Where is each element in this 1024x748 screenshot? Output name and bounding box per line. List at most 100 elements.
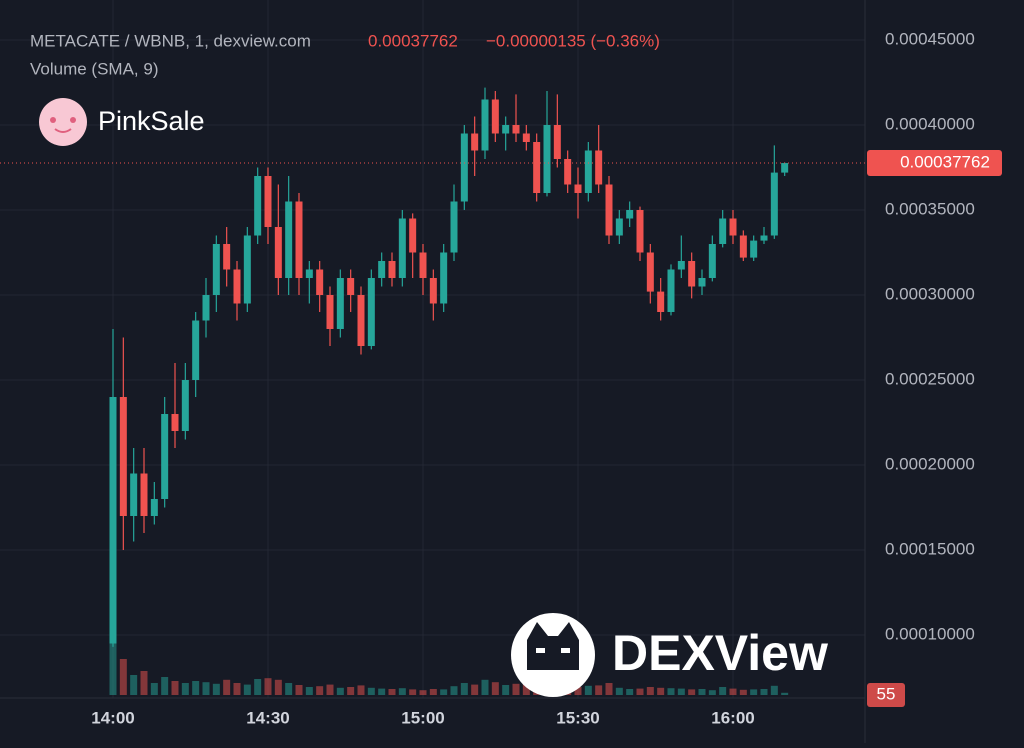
candle-body: [739, 235, 747, 258]
pinksale-logo: PinkSale: [39, 98, 205, 146]
volume-bar: [595, 685, 603, 695]
candle-body: [285, 201, 293, 278]
volume-bar: [584, 685, 592, 695]
volume-bar: [491, 682, 499, 695]
axes: 0.00010000 0.00015000 0.00020000 0.00025000…: [0, 29, 1002, 727]
candle-body: [233, 269, 241, 304]
y-tick-label: 0.00015000: [885, 539, 975, 558]
last-price-badge: [867, 150, 1002, 177]
volume-bar: [254, 679, 262, 695]
volume-bar: [657, 687, 665, 695]
y-tick-label: 0.00010000: [885, 624, 975, 643]
volume-bar: [161, 677, 169, 695]
volume-bar: [233, 683, 241, 695]
volume-bar: [274, 679, 282, 695]
candle-body: [688, 261, 696, 287]
volume-bar: [119, 659, 127, 695]
y-tick-label: 0.00025000: [885, 369, 975, 388]
candle-body: [223, 244, 231, 270]
x-tick-label: 14:30: [246, 708, 289, 727]
candle-body: [574, 184, 582, 193]
candle-body: [533, 142, 541, 193]
volume-bar: [181, 683, 189, 695]
volume-pane: [109, 639, 789, 695]
volume-bar: [295, 685, 303, 695]
price: 0.00037762: [368, 31, 458, 50]
candle-body: [512, 125, 520, 134]
candle-body: [543, 125, 551, 193]
candle-body: [646, 252, 654, 292]
candle-body: [140, 473, 148, 516]
volume-bar: [512, 683, 520, 695]
volume-bar: [326, 684, 334, 695]
last-price-label: 0.00037762: [900, 153, 990, 172]
candle-body: [677, 261, 685, 270]
candle-body: [460, 133, 468, 202]
study: Volume (SMA, 9): [30, 59, 159, 78]
volume-bar: [770, 685, 778, 695]
volume-bar: [150, 683, 158, 695]
volume-bar: [357, 685, 365, 695]
candle-body: [295, 201, 303, 278]
volume-bar: [708, 690, 716, 695]
volume-bar: [450, 686, 458, 695]
volume-bar: [192, 681, 200, 695]
candle-body: [192, 320, 200, 380]
candle-body: [481, 99, 489, 151]
candle-body: [316, 269, 324, 295]
candle-body: [522, 133, 530, 142]
candle-body: [502, 125, 510, 134]
volume-bar: [646, 687, 654, 695]
y-tick-label: 0.00040000: [885, 114, 975, 133]
candle-body: [336, 278, 344, 329]
candle-body: [202, 295, 210, 321]
candle-body: [388, 261, 396, 278]
candle-body: [119, 397, 127, 516]
symbol: METACATE / WBNB, 1, dexview.com: [30, 31, 311, 50]
volume-bar: [388, 689, 396, 695]
volume-bar: [522, 683, 530, 695]
dexview-logo: DEXView: [511, 613, 828, 697]
candle-body: [708, 244, 716, 278]
volume-bar: [574, 687, 582, 695]
candle-body: [429, 278, 437, 304]
candle-body: [326, 295, 334, 329]
volume-bar: [626, 689, 634, 695]
candle-body: [491, 99, 499, 134]
volume-bar: [440, 689, 448, 695]
volume-bar: [739, 689, 747, 695]
volume-bar: [502, 685, 510, 695]
candle-body: [440, 252, 448, 304]
candle-body: [161, 414, 169, 499]
y-tick-label: 0.00020000: [885, 454, 975, 473]
candle-body: [181, 380, 189, 431]
x-tick-label: 15:30: [556, 708, 599, 727]
candle-body: [605, 184, 613, 236]
volume-badge: [867, 683, 905, 707]
candle-body: [171, 414, 179, 431]
brand-text: DEXView: [612, 625, 828, 681]
volume-bar: [398, 688, 406, 695]
candle-body: [615, 218, 623, 236]
y-tick-label: 0.00030000: [885, 284, 975, 303]
candle-body: [729, 218, 737, 236]
candle-body: [584, 150, 592, 193]
volume-bar: [667, 688, 675, 695]
volume-bar: [636, 688, 644, 695]
volume-bar: [419, 690, 427, 695]
volume-bar: [316, 686, 324, 695]
candle-body: [781, 163, 789, 173]
candle-body: [305, 269, 313, 278]
volume-label: 55: [877, 684, 896, 703]
volume-bar: [781, 692, 789, 695]
volume-bar: [378, 688, 386, 695]
volume-bar: [460, 683, 468, 695]
x-tick-label: 14:00: [91, 708, 134, 727]
volume-bar: [719, 687, 727, 695]
candle-body: [109, 397, 117, 644]
candle-body: [264, 176, 272, 227]
candle-body: [212, 244, 220, 295]
volume-bar: [481, 679, 489, 695]
